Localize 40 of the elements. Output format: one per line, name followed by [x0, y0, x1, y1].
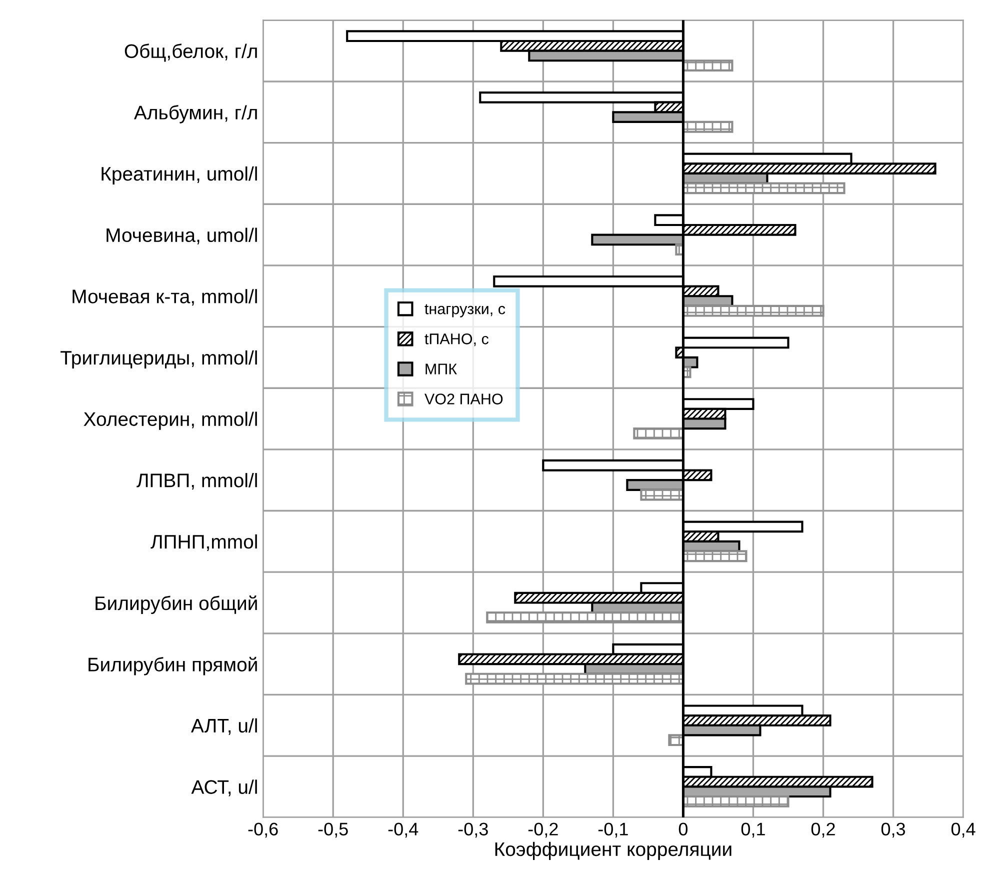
- x-tick-label: 0,4: [951, 822, 976, 838]
- legend-label: МПК: [426, 364, 457, 374]
- x-tick-label: -0,3: [458, 822, 488, 838]
- x-tick-label: 0: [678, 822, 688, 836]
- bar: [668, 734, 684, 746]
- bar: [486, 612, 684, 624]
- y-tick-label: Альбумин, г/л: [134, 105, 257, 124]
- y-tick-label: Общ,белок, г/л: [124, 44, 257, 62]
- y-tick-label: АЛТ, u/l: [191, 718, 257, 735]
- y-tick-label: Холестерин, mmol/l: [84, 412, 257, 430]
- bar: [465, 672, 684, 685]
- x-tick-label: 0,3: [881, 822, 906, 838]
- bar: [640, 488, 684, 501]
- x-axis-title: Коэффициент корреляции: [495, 842, 732, 860]
- x-tick-label: 0,2: [811, 822, 835, 838]
- x-tick-label: -0,4: [388, 822, 418, 838]
- bar: [682, 550, 748, 562]
- bar: [682, 795, 790, 808]
- y-tick-label: Мочевая к-та, mmol/l: [72, 289, 257, 306]
- y-tick-label: Триглицериды, mmol/l: [60, 350, 257, 369]
- x-tick-label: 0,1: [741, 822, 765, 838]
- legend-label: tПАНО, с: [424, 334, 488, 346]
- x-tick-label: -0,6: [248, 822, 278, 838]
- x-tick-label: -0,2: [528, 822, 558, 838]
- x-tick-label: -0,5: [318, 822, 348, 838]
- bar: [682, 304, 824, 317]
- legend-label: VO2 ПАНО: [424, 394, 503, 404]
- bar: [682, 120, 734, 133]
- y-tick-label: Билирубин общий: [96, 596, 257, 614]
- y-tick-label: ЛПВП, mmol/l: [136, 473, 257, 490]
- y-tick-label: АСТ, u/l: [191, 780, 257, 796]
- y-tick-label: ЛПНП,mmol: [150, 534, 257, 551]
- y-tick-label: Билирубин прямой: [88, 656, 257, 676]
- y-tick-label: Мочевина, umol/l: [106, 228, 257, 244]
- y-tick-label: Креатинин, umol/l: [102, 166, 257, 185]
- x-tick-label: -0,1: [598, 822, 628, 838]
- bar: [633, 428, 684, 440]
- legend-label: tнагрузки, с: [424, 304, 506, 318]
- bar: [682, 60, 734, 72]
- bar: [682, 182, 846, 194]
